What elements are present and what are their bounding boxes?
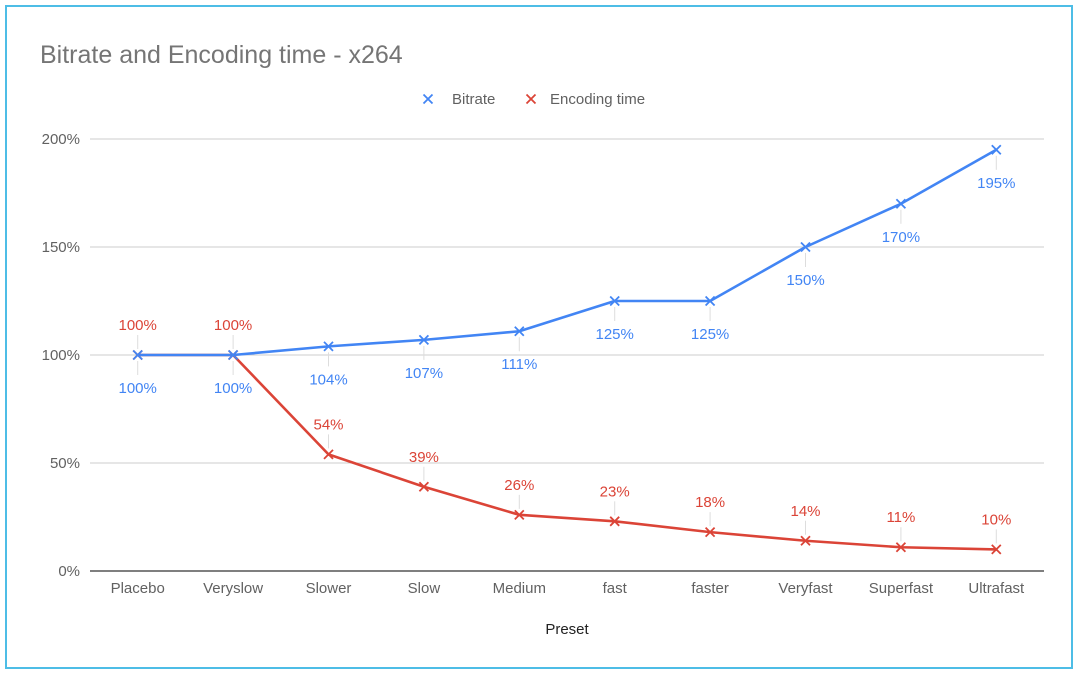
data-label-bitrate: 104% xyxy=(309,371,347,388)
marker-bitrate[interactable] xyxy=(514,326,525,337)
x-tick-label: Ultrafast xyxy=(968,580,1025,597)
data-label-bitrate: 100% xyxy=(214,380,252,397)
marker-encoding-time[interactable] xyxy=(609,516,620,527)
data-label-encoding-time: 23% xyxy=(600,483,630,500)
x-tick-label: Veryslow xyxy=(203,580,263,597)
x-tick-label: Medium xyxy=(493,580,546,597)
legend-marker-encoding-time xyxy=(525,93,537,105)
gridlines xyxy=(90,138,1044,572)
chart-title: Bitrate and Encoding time - x264 xyxy=(40,41,403,69)
marker-bitrate[interactable] xyxy=(323,341,334,352)
data-label-bitrate: 125% xyxy=(596,326,634,343)
x-tick-label: Slow xyxy=(408,580,441,597)
marker-bitrate[interactable] xyxy=(609,295,620,307)
data-label-bitrate: 100% xyxy=(119,380,157,397)
legend-label-encoding-time[interactable]: Encoding time xyxy=(550,91,645,108)
legend: Bitrate Encoding time xyxy=(422,91,645,108)
marker-encoding-time[interactable] xyxy=(800,535,811,546)
data-label-encoding-time: 14% xyxy=(790,503,820,520)
data-label-encoding-time: 18% xyxy=(695,494,725,511)
x-tick-label: Placebo xyxy=(111,580,165,597)
data-label-bitrate: 150% xyxy=(786,272,824,289)
data-label-bitrate: 170% xyxy=(882,229,920,246)
y-tick-label: 100% xyxy=(42,347,80,364)
marker-bitrate[interactable] xyxy=(227,349,239,361)
marker-encoding-time[interactable] xyxy=(323,449,334,460)
data-label-encoding-time: 39% xyxy=(409,449,439,466)
y-tick-label: 200% xyxy=(42,131,80,148)
series-lines xyxy=(136,148,998,551)
series-line-encoding-time xyxy=(136,353,998,551)
chart-frame xyxy=(5,5,1073,669)
label-leaders xyxy=(137,155,997,544)
y-tick-label: 0% xyxy=(58,563,80,580)
marker-encoding-time[interactable] xyxy=(704,526,716,538)
marker-bitrate[interactable] xyxy=(132,349,143,361)
marker-bitrate[interactable] xyxy=(704,295,716,307)
marker-encoding-time[interactable] xyxy=(418,481,430,492)
data-label-encoding-time: 54% xyxy=(313,416,343,433)
data-labels: 100% 100% 54% 39% 26% 23% 18% 14% 11% 10% 100% 100%… xyxy=(119,175,1016,529)
legend-marker-bitrate xyxy=(422,93,434,105)
x-tick-label: Veryfast xyxy=(778,580,833,597)
x-tick-label: faster xyxy=(691,580,729,597)
marker-bitrate[interactable] xyxy=(800,241,811,253)
marker-bitrate[interactable] xyxy=(991,144,1002,155)
x-axis-title: Preset xyxy=(545,621,589,638)
marker-encoding-time[interactable] xyxy=(895,542,907,553)
data-label-encoding-time: 100% xyxy=(119,317,157,334)
data-label-encoding-time: 26% xyxy=(504,477,534,494)
series-markers xyxy=(132,144,1002,555)
x-tick-label: Superfast xyxy=(869,580,934,597)
data-label-bitrate: 125% xyxy=(691,326,729,343)
y-axis-ticks: 0% 50% 100% 150% 200% xyxy=(42,131,80,580)
data-label-encoding-time: 11% xyxy=(886,509,915,526)
x-axis-ticks: Placebo Veryslow Slower Slow Medium fast faste… xyxy=(111,580,1025,597)
x-tick-label: Slower xyxy=(306,580,352,597)
data-label-encoding-time: 10% xyxy=(981,511,1011,528)
marker-bitrate[interactable] xyxy=(895,198,907,209)
marker-bitrate[interactable] xyxy=(418,334,430,346)
marker-encoding-time[interactable] xyxy=(514,509,525,520)
marker-encoding-time[interactable] xyxy=(991,544,1002,555)
data-label-bitrate: 195% xyxy=(977,175,1015,192)
y-tick-label: 150% xyxy=(42,239,80,256)
data-label-encoding-time: 100% xyxy=(214,317,252,334)
legend-label-bitrate[interactable]: Bitrate xyxy=(452,91,495,108)
x-tick-label: fast xyxy=(603,580,628,597)
y-tick-label: 50% xyxy=(50,455,80,472)
data-label-bitrate: 107% xyxy=(405,365,443,382)
data-label-bitrate: 111% xyxy=(501,356,537,373)
series-line-bitrate xyxy=(136,148,998,357)
